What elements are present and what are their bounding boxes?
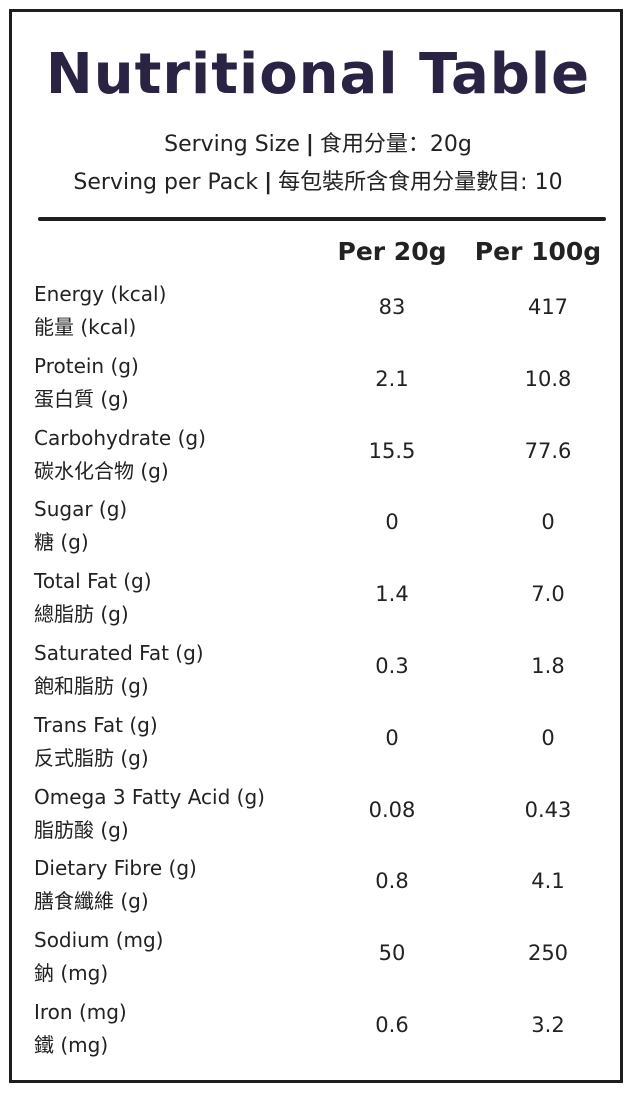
value-per-20g: 0.6 <box>375 1012 409 1037</box>
column-header-per-100g: Per 100g <box>474 237 602 266</box>
nutrient-name-zh: 脂肪酸 (g) <box>34 817 129 842</box>
nutrient-name-zh: 鐵 (mg) <box>34 1032 109 1057</box>
value-per-100g: 0 <box>541 725 555 750</box>
table-row: Omega 3 Fatty Acid (g) 脂肪酸 (g) 0.08 0.43 <box>0 781 636 853</box>
serving-size-label-zh: 食用分量：20g <box>319 132 472 157</box>
nutrient-name: Iron (mg) <box>34 999 127 1024</box>
serving-size-label: Serving Size <box>164 132 300 157</box>
serving-pack-label: Serving per Pack <box>73 170 259 195</box>
serving-pack-label-zh: 每包裝所含食用分量數目: 10 <box>278 170 563 195</box>
table-row: Saturated Fat (g) 飽和脂肪 (g) 0.3 1.8 <box>0 637 636 709</box>
nutrient-name: Omega 3 Fatty Acid (g) <box>34 784 265 809</box>
value-per-20g: 0.8 <box>375 869 409 894</box>
value-per-20g: 83 <box>378 295 406 319</box>
nutrient-name-zh: 總脂肪 (g) <box>34 602 129 627</box>
nutrient-name: Total Fat (g) <box>34 569 152 594</box>
nutrient-name: Sodium (mg) <box>34 928 164 953</box>
nutrient-name-zh: 碳水化合物 (g) <box>34 458 169 483</box>
value-per-20g: 0 <box>385 510 399 535</box>
value-per-20g: 15.5 <box>368 438 416 463</box>
column-header-per-20g: Per 20g <box>337 237 447 266</box>
nutrient-name-zh: 鈉 (mg) <box>34 961 109 986</box>
value-per-20g: 0.3 <box>375 653 409 678</box>
table-row: Energy (kcal) 能量 (kcal) 83 417 <box>0 278 636 350</box>
table-row: Trans Fat (g) 反式脂肪 (g) 0 0 <box>0 709 636 781</box>
table-row: Dietary Fibre (g) 膳食纖維 (g) 0.8 4.1 <box>0 852 636 924</box>
nutrient-name-zh: 糖 (g) <box>34 530 89 555</box>
nutrient-name: Energy (kcal) <box>34 282 167 306</box>
nutrient-name-zh: 蛋白質 (g) <box>34 386 129 411</box>
value-per-100g: 77.6 <box>524 438 572 463</box>
separator: | <box>305 132 314 157</box>
value-per-100g: 0 <box>541 510 555 535</box>
nutrient-name-zh: 反式脂肪 (g) <box>34 745 149 770</box>
nutrient-name: Sugar (g) <box>34 497 128 522</box>
value-per-20g: 2.1 <box>375 366 409 391</box>
serving-pack-line: Serving per Pack | 每包裝所含食用分量數目: 10 <box>0 164 636 196</box>
value-per-100g: 3.2 <box>531 1012 565 1037</box>
value-per-100g: 4.1 <box>531 869 565 894</box>
value-per-20g: 50 <box>378 941 406 966</box>
value-per-20g: 0 <box>385 725 399 750</box>
serving-size-line: Serving Size | 食用分量：20g <box>0 126 636 158</box>
nutrient-name: Protein (g) <box>34 353 139 378</box>
value-per-20g: 0.08 <box>368 797 416 822</box>
table-row: Sugar (g) 糖 (g) 0 0 <box>0 493 636 565</box>
value-per-100g: 7.0 <box>531 582 565 607</box>
value-per-100g: 10.8 <box>524 366 572 391</box>
nutrient-table: Energy (kcal) 能量 (kcal) 83 417 Protein (g) 蛋白… <box>0 278 636 1068</box>
value-per-100g: 250 <box>527 941 569 966</box>
nutrient-name-zh: 膳食纖維 (g) <box>34 889 149 914</box>
table-row: Carbohydrate (g) 碳水化合物 (g) 15.5 77.6 <box>0 422 636 494</box>
page-title: Nutritional Table <box>45 42 591 107</box>
header-divider <box>38 217 606 221</box>
value-per-100g: 417 <box>527 295 569 319</box>
table-row: Sodium (mg) 鈉 (mg) 50 250 <box>0 924 636 996</box>
separator: | <box>264 170 273 195</box>
value-per-100g: 0.43 <box>524 797 572 822</box>
value-per-100g: 1.8 <box>531 653 565 678</box>
nutrient-name: Saturated Fat (g) <box>34 640 204 665</box>
nutrient-name-zh: 飽和脂肪 (g) <box>34 673 149 698</box>
nutrient-name-zh: 能量 (kcal) <box>34 315 137 339</box>
nutrient-name: Trans Fat (g) <box>34 712 158 737</box>
label-frame <box>9 9 623 1083</box>
nutrient-name: Carbohydrate (g) <box>34 425 206 450</box>
value-per-20g: 1.4 <box>375 582 409 607</box>
nutrient-name: Dietary Fibre (g) <box>34 856 197 881</box>
table-row: Iron (mg) 鐵 (mg) 0.6 3.2 <box>0 996 636 1068</box>
table-row: Total Fat (g) 總脂肪 (g) 1.4 7.0 <box>0 565 636 637</box>
table-row: Protein (g) 蛋白質 (g) 2.1 10.8 <box>0 350 636 422</box>
